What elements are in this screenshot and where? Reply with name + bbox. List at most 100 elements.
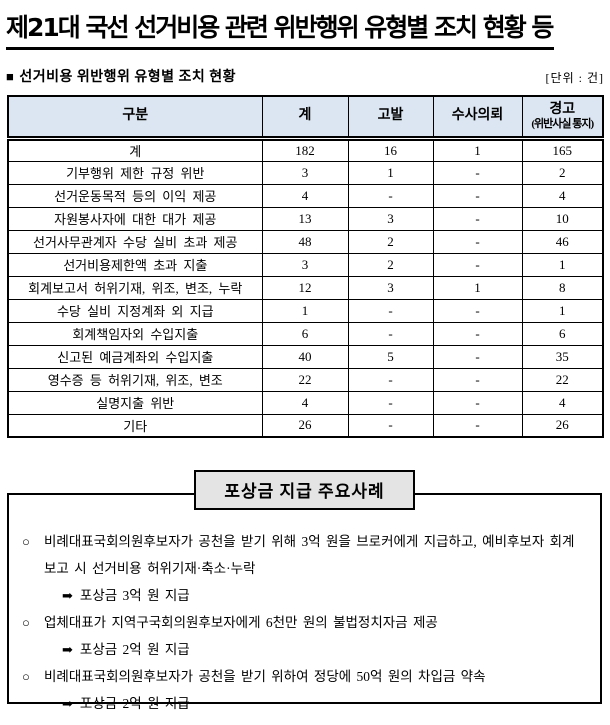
row-value-cell: - bbox=[347, 321, 434, 346]
case-award-line: ➡ 포상금 2억 원 지급 bbox=[21, 636, 586, 663]
row-value-cell: - bbox=[432, 252, 523, 277]
row-value-cell: 4 bbox=[521, 183, 604, 208]
row-label-cell: 회계책임자외 수입지출 bbox=[7, 321, 263, 346]
table-row: 회계책임자외 수입지출 6- -6 bbox=[7, 321, 604, 346]
case-text-line: ○ 비례대표국회의원후보자가 공천을 받기 위하여 정당에 50억 원의 차입금 … bbox=[21, 663, 586, 690]
row-value-cell: 3 bbox=[347, 275, 434, 300]
case-text-line: ○ 업체대표가 지역구국회의원후보자에게 6천만 원의 불법정치자금 제공 bbox=[21, 609, 586, 636]
section-header-row: ■ 선거비용 위반행위 유형별 조치 현황 [단위 : 건] bbox=[5, 66, 605, 86]
row-label-cell: 계 bbox=[7, 137, 263, 162]
case-text: 비례대표국회의원후보자가 공천을 받기 위해 3억 원을 브로커에게 지급하고,… bbox=[44, 534, 575, 576]
row-value-cell: - bbox=[347, 183, 434, 208]
reward-cases-title: 포상금 지급 주요사례 bbox=[194, 470, 415, 510]
row-value-cell: - bbox=[432, 321, 523, 346]
table-row: 계 182 16 1 165 bbox=[7, 137, 604, 162]
circle-bullet-icon: ○ bbox=[22, 534, 30, 549]
table-row: 영수증 등 허위기재, 위조, 변조 22- -22 bbox=[7, 367, 604, 392]
row-value-cell: 182 bbox=[261, 137, 349, 162]
arrow-right-icon: ➡ bbox=[62, 588, 73, 603]
row-value-cell: 3 bbox=[347, 206, 434, 231]
table-header: 구분 계 고발 수사의뢰 경고 (위반사실 통지) bbox=[7, 95, 604, 141]
case-item: ○ 비례대표국회의원후보자가 공천을 받기 위하여 정당에 50억 원의 차입금 … bbox=[21, 663, 586, 717]
row-value-cell: 1 bbox=[521, 298, 604, 323]
column-header-warning: 경고 (위반사실 통지) bbox=[521, 95, 604, 141]
row-value-cell: - bbox=[432, 298, 523, 323]
row-value-cell: 4 bbox=[521, 390, 604, 415]
case-item: ○ 업체대표가 지역구국회의원후보자에게 6천만 원의 불법정치자금 제공 ➡ 포상금… bbox=[21, 609, 586, 663]
row-value-cell: - bbox=[432, 160, 523, 185]
row-value-cell: - bbox=[432, 206, 523, 231]
reward-cases-box: ○ 비례대표국회의원후보자가 공천을 받기 위해 3억 원을 브로커에게 지급하고… bbox=[7, 493, 602, 711]
row-value-cell: - bbox=[432, 344, 523, 369]
page-title: 제21대 국선 선거비용 관련 위반행위 유형별 조치 현황 등 bbox=[6, 6, 554, 50]
arrow-right-icon: ➡ bbox=[62, 642, 73, 657]
table-row: 기타 26- -26 bbox=[7, 413, 604, 438]
case-award-text: 포상금 3억 원 지급 bbox=[79, 588, 190, 603]
row-label-cell: 실명지출 위반 bbox=[7, 390, 263, 415]
row-value-cell: 40 bbox=[261, 344, 349, 369]
row-label-cell: 선거사무관계자 수당 실비 초과 제공 bbox=[7, 229, 263, 254]
row-value-cell: 165 bbox=[521, 137, 604, 162]
row-value-cell: - bbox=[432, 183, 523, 208]
arrow-right-icon: ➡ bbox=[62, 696, 73, 711]
table-body: 계 182 16 1 165 기부행위 제한 규정 위반 3 1-2 선거운동목적 등의 이익 … bbox=[7, 137, 604, 438]
case-award-text: 포상금 2억 원 지급 bbox=[79, 696, 190, 711]
case-text-line: ○ 비례대표국회의원후보자가 공천을 받기 위해 3억 원을 브로커에게 지급하고… bbox=[21, 528, 586, 582]
row-value-cell: - bbox=[347, 390, 434, 415]
column-header-warning-sublabel: (위반사실 통지) bbox=[531, 117, 594, 130]
unit-label: [단위 : 건] bbox=[545, 71, 604, 85]
column-header-category: 구분 bbox=[7, 95, 263, 141]
row-value-cell: 3 bbox=[261, 252, 349, 277]
column-header-warning-label: 경고 bbox=[549, 101, 576, 117]
column-header-accusation: 고발 bbox=[347, 95, 434, 141]
table-row: 기부행위 제한 규정 위반 3 1-2 bbox=[7, 160, 604, 185]
case-award-line: ➡ 포상금 3억 원 지급 bbox=[21, 582, 586, 609]
table-row: 신고된 예금계좌외 수입지출 40 5-35 bbox=[7, 344, 604, 369]
row-value-cell: 5 bbox=[347, 344, 434, 369]
case-award-line: ➡ 포상금 2억 원 지급 bbox=[21, 690, 586, 717]
section-heading-label: 선거비용 위반행위 유형별 조치 현황 bbox=[19, 70, 237, 85]
row-value-cell: 16 bbox=[347, 137, 434, 162]
header-row: 구분 계 고발 수사의뢰 경고 (위반사실 통지) bbox=[7, 95, 604, 141]
row-value-cell: 8 bbox=[521, 275, 604, 300]
row-label-cell: 선거비용제한액 초과 지출 bbox=[7, 252, 263, 277]
row-value-cell: - bbox=[432, 390, 523, 415]
row-value-cell: 3 bbox=[261, 160, 349, 185]
violations-table: 구분 계 고발 수사의뢰 경고 (위반사실 통지) 계 182 16 1 165 기부행위… bbox=[7, 95, 604, 438]
table-row: 선거사무관계자 수당 실비 초과 제공 48 2-46 bbox=[7, 229, 604, 254]
table-row: 실명지출 위반 4- -4 bbox=[7, 390, 604, 415]
row-label-cell: 선거운동목적 등의 이익 제공 bbox=[7, 183, 263, 208]
row-value-cell: 2 bbox=[347, 252, 434, 277]
row-value-cell: 6 bbox=[261, 321, 349, 346]
row-value-cell: 1 bbox=[432, 137, 523, 162]
row-value-cell: 48 bbox=[261, 229, 349, 254]
row-value-cell: 22 bbox=[261, 367, 349, 392]
row-value-cell: 46 bbox=[521, 229, 604, 254]
reward-cases-section: 포상금 지급 주요사례 ○ 비례대표국회의원후보자가 공천을 받기 위해 3억 원… bbox=[7, 470, 602, 711]
section-heading: ■ 선거비용 위반행위 유형별 조치 현황 bbox=[6, 66, 236, 86]
case-item: ○ 비례대표국회의원후보자가 공천을 받기 위해 3억 원을 브로커에게 지급하고… bbox=[21, 528, 586, 609]
row-label-cell: 기부행위 제한 규정 위반 bbox=[7, 160, 263, 185]
row-value-cell: 4 bbox=[261, 390, 349, 415]
row-value-cell: 1 bbox=[521, 252, 604, 277]
row-value-cell: 1 bbox=[347, 160, 434, 185]
case-award-text: 포상금 2억 원 지급 bbox=[79, 642, 190, 657]
circle-bullet-icon: ○ bbox=[22, 615, 30, 630]
row-value-cell: 2 bbox=[347, 229, 434, 254]
row-value-cell: 13 bbox=[261, 206, 349, 231]
table-row: 수당 실비 지정계좌 외 지급 1- -1 bbox=[7, 298, 604, 323]
row-value-cell: 6 bbox=[521, 321, 604, 346]
row-label-cell: 회계보고서 허위기재, 위조, 변조, 누락 bbox=[7, 275, 263, 300]
row-label-cell: 수당 실비 지정계좌 외 지급 bbox=[7, 298, 263, 323]
row-value-cell: 2 bbox=[521, 160, 604, 185]
row-value-cell: - bbox=[432, 413, 523, 438]
row-value-cell: 10 bbox=[521, 206, 604, 231]
table-row: 자원봉사자에 대한 대가 제공 13 3-10 bbox=[7, 206, 604, 231]
row-value-cell: 26 bbox=[521, 413, 604, 438]
row-value-cell: - bbox=[347, 367, 434, 392]
row-value-cell: - bbox=[432, 229, 523, 254]
row-value-cell: 4 bbox=[261, 183, 349, 208]
column-header-total: 계 bbox=[261, 95, 349, 141]
row-value-cell: 1 bbox=[261, 298, 349, 323]
